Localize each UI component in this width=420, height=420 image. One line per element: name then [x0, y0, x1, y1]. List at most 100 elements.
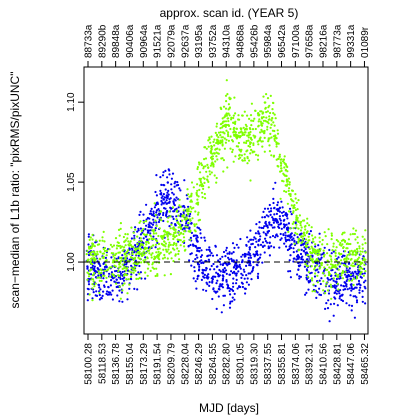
- data-point: [203, 192, 206, 196]
- data-point: [332, 277, 335, 280]
- data-point: [249, 272, 252, 275]
- data-point: [288, 183, 291, 186]
- data-point: [248, 248, 251, 251]
- data-point: [132, 258, 135, 261]
- data-point: [139, 210, 142, 213]
- data-point: [196, 249, 199, 252]
- data-point: [161, 195, 164, 198]
- data-point: [286, 238, 289, 242]
- data-point: [182, 204, 185, 208]
- data-point: [355, 301, 359, 304]
- data-point: [297, 240, 300, 243]
- data-point: [111, 289, 114, 292]
- data-point: [261, 245, 265, 248]
- data-point: [335, 292, 338, 295]
- x-tick-label: 58428.81: [332, 343, 343, 385]
- data-point: [169, 273, 172, 276]
- data-point: [229, 300, 232, 303]
- data-point: [149, 229, 152, 232]
- data-point: [280, 227, 283, 230]
- data-point: [272, 197, 275, 200]
- data-point: [289, 246, 293, 249]
- data-point: [147, 241, 150, 245]
- data-point: [121, 254, 124, 257]
- data-point: [196, 189, 199, 192]
- data-point: [134, 259, 137, 262]
- data-point: [238, 263, 241, 266]
- x-tick-label: 58173.29: [139, 343, 150, 385]
- data-point: [288, 259, 291, 262]
- data-point: [344, 273, 347, 276]
- data-point: [222, 105, 226, 108]
- data-point: [215, 151, 218, 154]
- data-point: [298, 233, 301, 236]
- data-point: [177, 252, 180, 256]
- data-point: [228, 252, 231, 255]
- data-point: [268, 221, 271, 224]
- data-point: [193, 266, 196, 269]
- data-point: [249, 142, 252, 146]
- data-point: [257, 143, 260, 146]
- data-point: [346, 278, 349, 281]
- data-point: [263, 244, 266, 247]
- data-point: [271, 234, 275, 238]
- data-point: [218, 268, 221, 272]
- data-point: [130, 275, 133, 278]
- data-point: [212, 262, 215, 266]
- data-point: [345, 279, 348, 283]
- data-point: [234, 133, 237, 136]
- data-point: [138, 221, 141, 224]
- data-point: [103, 249, 106, 253]
- data-point: [192, 206, 195, 209]
- data-point: [350, 304, 354, 307]
- data-point: [271, 216, 274, 219]
- top-tick-label: 90406a: [125, 24, 136, 58]
- data-point: [252, 134, 255, 137]
- data-point: [235, 272, 238, 275]
- data-point: [200, 191, 204, 194]
- data-point: [188, 259, 191, 262]
- data-point: [246, 157, 249, 160]
- x-tick-label: 58155.04: [125, 343, 136, 385]
- data-point: [281, 160, 285, 163]
- x-tick-label: 58282.80: [222, 343, 233, 385]
- data-point: [150, 226, 153, 229]
- data-point: [234, 155, 237, 158]
- x-tick-label: 58136.78: [111, 343, 122, 385]
- data-point: [340, 259, 343, 262]
- data-point: [282, 210, 285, 213]
- data-point: [330, 258, 333, 261]
- data-point: [216, 279, 219, 282]
- data-point: [95, 239, 98, 242]
- data-point: [258, 226, 261, 229]
- data-point: [292, 237, 295, 240]
- data-point: [91, 238, 94, 241]
- data-point: [96, 253, 99, 256]
- data-point: [198, 188, 201, 191]
- data-point: [279, 222, 283, 225]
- data-point: [263, 150, 266, 153]
- data-point: [322, 249, 325, 252]
- data-point: [187, 221, 190, 225]
- data-point: [86, 249, 89, 253]
- data-point: [352, 272, 355, 275]
- data-point: [187, 193, 190, 196]
- data-point: [205, 248, 208, 251]
- data-point: [324, 268, 328, 271]
- data-point: [232, 251, 235, 254]
- data-point: [240, 148, 243, 151]
- data-point: [211, 163, 214, 166]
- data-point: [337, 273, 340, 276]
- data-point: [118, 300, 121, 303]
- data-point: [275, 218, 278, 221]
- data-point: [259, 131, 262, 134]
- data-point: [232, 114, 235, 117]
- data-point: [245, 243, 248, 247]
- data-point: [318, 279, 321, 282]
- data-point: [159, 189, 162, 192]
- data-point: [284, 184, 287, 187]
- data-point: [212, 165, 215, 168]
- data-point: [349, 294, 352, 297]
- data-point: [330, 260, 333, 263]
- data-point: [235, 136, 238, 139]
